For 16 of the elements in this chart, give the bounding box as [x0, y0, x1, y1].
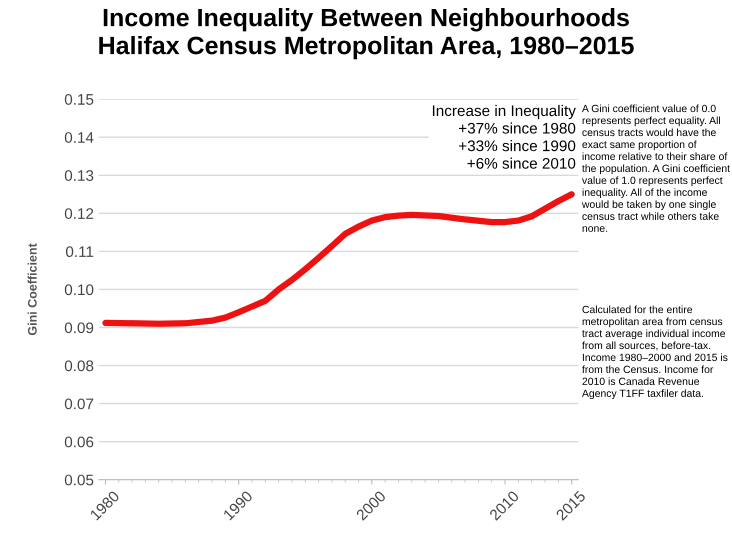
- y-tick-label: 0.15: [64, 94, 94, 105]
- y-tick-label: 0.08: [64, 360, 94, 372]
- y-tick-label: 0.05: [64, 474, 94, 486]
- y-tick-label: 0.11: [66, 246, 94, 258]
- y-tick-label: 0.10: [64, 284, 94, 296]
- y-tick-label: 0.13: [64, 170, 94, 181]
- y-tick-label: 0.12: [64, 208, 94, 220]
- y-tick-label: 0.14: [64, 132, 94, 143]
- y-tick-label: 0.09: [64, 322, 94, 334]
- text: A Gini coefficient value of 0.0 represents perfect equality. All census tracts would have the exact same proportion of income relative to their share of the population. A Gini coefficient value of 1.0 represents perfect inequality. All of the income would be taken by one single census tract while others take none.: [582, 104, 730, 232]
- chart-title: Income Inequality Between Neighbourhoods Halifax Census Metropolitan Area, 1980–2015: [99, 8, 634, 60]
- annotation: Increase in Inequality +37% since 1980 +33% since 1990 +6% since 2010: [432, 104, 576, 169]
- y-tick-label: 0.06: [64, 436, 94, 448]
- y-tick-label: 0.07: [64, 398, 94, 410]
- text: Calculated for the entire metropolitan area from census tract average individual income from all sources, before-tax. Income 1980–2000 and 2015 is from the Census. Income for 2010 is Canada Revenue Agency T1FF taxfiler data.: [582, 306, 728, 400]
- y-axis-title: Gini Coefficient: [28, 243, 37, 336]
